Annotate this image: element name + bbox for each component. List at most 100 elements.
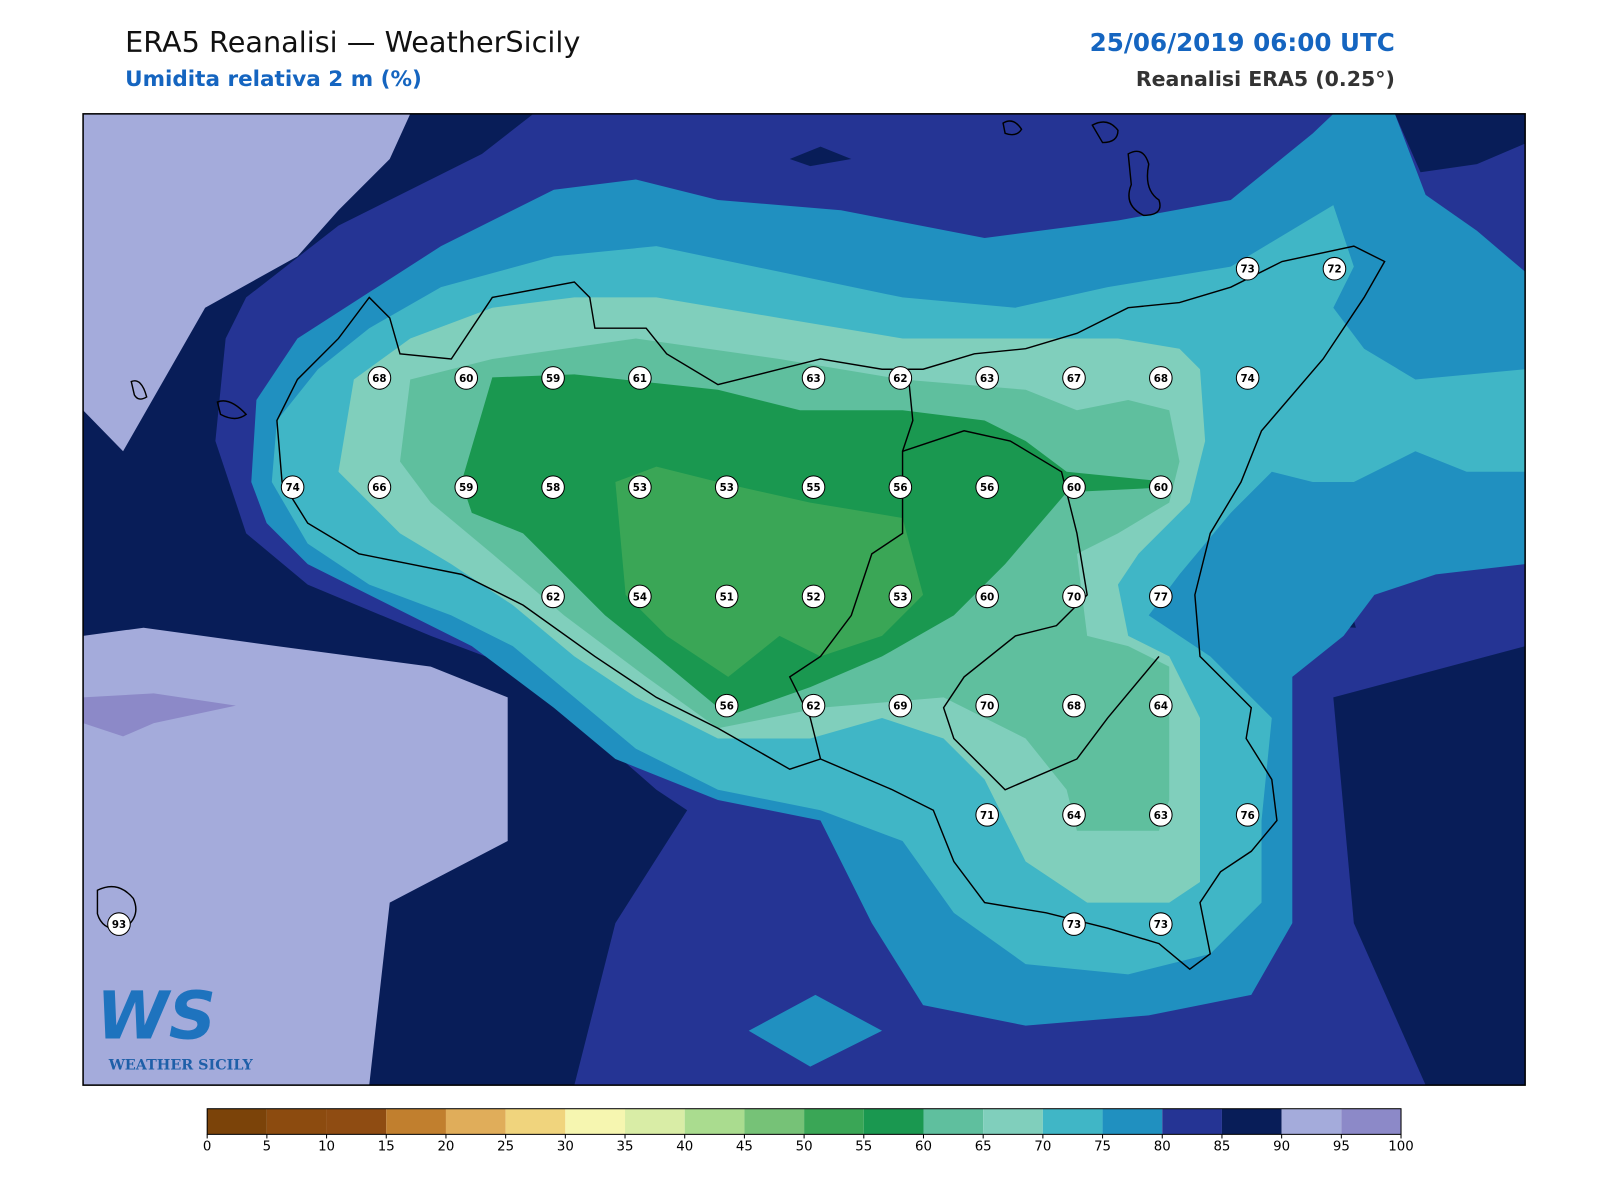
station-value: 61 (633, 373, 647, 385)
station-marker (1149, 912, 1173, 936)
station-value: 73 (1154, 919, 1168, 931)
station-value: 68 (372, 373, 386, 385)
colorbar-tick-label: 70 (1034, 1140, 1051, 1155)
station-value: 69 (893, 701, 907, 713)
station-marker (888, 475, 913, 499)
colorbar-bin (445, 1108, 506, 1135)
colorbar-bin (565, 1108, 626, 1135)
colorbar-bin (326, 1108, 387, 1135)
island (130, 380, 248, 420)
station-marker (975, 693, 999, 718)
station-value: 62 (546, 591, 560, 603)
colorbar-tick-label: 85 (1213, 1140, 1230, 1155)
station-marker (1149, 366, 1173, 390)
colorbar-bin (1162, 1108, 1222, 1135)
colorbar-bin (684, 1108, 745, 1135)
contour (615, 466, 924, 677)
colorbar-tick-label: 55 (855, 1140, 872, 1155)
colorbar-tick-label: 80 (1154, 1140, 1171, 1155)
station-value: 71 (980, 810, 994, 822)
colorbar-tick-label: 40 (676, 1140, 693, 1155)
province-border (902, 430, 1160, 791)
colorbar-tick-label: 50 (796, 1140, 813, 1155)
logo-text: WEATHER SICILY (108, 1058, 254, 1074)
station-value: 63 (1154, 810, 1168, 822)
station-marker (801, 693, 826, 718)
station-value: 53 (720, 482, 734, 494)
station-value: 63 (806, 373, 820, 385)
station-value: 60 (1067, 482, 1081, 494)
station-marker (714, 584, 739, 609)
station-value: 52 (806, 591, 820, 603)
station-marker (541, 584, 565, 609)
station-marker (1235, 256, 1260, 281)
station-marker (801, 366, 826, 390)
station-marker (1149, 803, 1173, 827)
station-value: 58 (546, 482, 560, 494)
station-marker (1322, 256, 1347, 281)
station-value: 53 (633, 482, 647, 494)
colorbar-bin (1221, 1108, 1282, 1135)
colorbar-tick-label: 100 (1388, 1140, 1413, 1155)
colorbar-tick-label: 75 (1094, 1140, 1111, 1155)
station-marker (714, 475, 739, 499)
contour (789, 146, 852, 167)
station-value: 66 (372, 482, 386, 494)
station-marker (280, 475, 305, 499)
station-marker (801, 475, 826, 499)
station-value: 55 (806, 482, 820, 494)
station-value: 64 (1154, 701, 1168, 713)
source: Reanalisi ERA5 (0.25°) (1136, 67, 1395, 91)
station-value: 63 (980, 373, 994, 385)
station-marker (107, 912, 131, 936)
station-value: 68 (1067, 701, 1081, 713)
colorbar-tick-label: 35 (617, 1140, 634, 1155)
station-marker (454, 475, 479, 499)
station-value: 73 (1067, 919, 1081, 931)
station-value: 56 (893, 482, 907, 494)
station-value: 64 (1067, 810, 1081, 822)
colorbar-tick-label: 10 (318, 1140, 335, 1155)
colorbar-tick-label: 15 (378, 1140, 395, 1155)
station-value: 73 (1241, 264, 1255, 276)
colorbar-bin (744, 1108, 805, 1135)
colorbar-tick-label: 20 (437, 1140, 454, 1155)
station-value: 59 (459, 482, 473, 494)
timestamp: 25/06/2019 06:00 UTC (1090, 28, 1395, 57)
station-value: 62 (893, 373, 907, 385)
station-marker (1235, 366, 1260, 390)
station-marker (1062, 803, 1086, 827)
station-marker (975, 803, 999, 827)
island (1127, 150, 1161, 217)
station-marker (801, 584, 826, 609)
station-value: 70 (1067, 591, 1081, 603)
station-marker (454, 366, 479, 390)
station-marker (541, 366, 565, 390)
logo-mark: WS (96, 979, 216, 1055)
station-value: 70 (980, 701, 994, 713)
station-marker (1062, 475, 1086, 499)
contour (1394, 113, 1526, 173)
station-marker (1149, 475, 1173, 499)
colorbar-tick-label: 65 (975, 1140, 992, 1155)
station-marker (628, 366, 652, 390)
station-marker (975, 366, 999, 390)
station-marker (367, 366, 392, 390)
colorbar: 0 5 10 15 20 25 30 35 40 45 50 55 60 65 70 75 80 85 90 95 10… (203, 1108, 1414, 1155)
station-marker (628, 475, 652, 499)
station-marker (541, 475, 565, 499)
colorbar-tick-label: 45 (736, 1140, 753, 1155)
station-value: 53 (893, 591, 907, 603)
colorbar-bin (983, 1108, 1043, 1135)
station-marker (1235, 803, 1260, 827)
colorbar-bin (1341, 1108, 1402, 1135)
station-value: 56 (720, 701, 734, 713)
station-marker (1062, 584, 1086, 609)
logo: WS WEATHER SICILY (96, 979, 253, 1074)
station-marker (888, 584, 913, 609)
colorbar-tick-label: 90 (1273, 1140, 1290, 1155)
station-marker (1149, 693, 1173, 718)
colorbar-bin (863, 1108, 924, 1135)
contour (83, 113, 411, 452)
